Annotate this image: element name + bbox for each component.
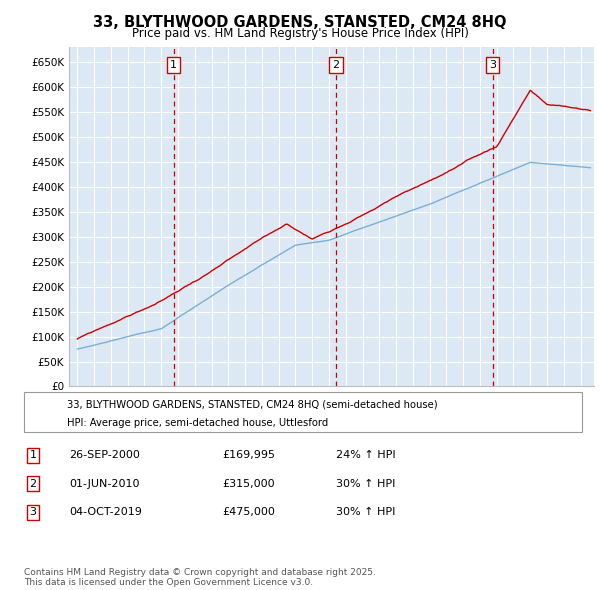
Text: HPI: Average price, semi-detached house, Uttlesford: HPI: Average price, semi-detached house,… (67, 418, 328, 428)
Text: Contains HM Land Registry data © Crown copyright and database right 2025.
This d: Contains HM Land Registry data © Crown c… (24, 568, 376, 587)
Text: 1: 1 (29, 451, 37, 460)
Text: 1: 1 (170, 60, 177, 70)
Text: 24% ↑ HPI: 24% ↑ HPI (336, 451, 395, 460)
Text: 30% ↑ HPI: 30% ↑ HPI (336, 479, 395, 489)
Text: £169,995: £169,995 (222, 451, 275, 460)
Text: 04-OCT-2019: 04-OCT-2019 (69, 507, 142, 517)
Text: 26-SEP-2000: 26-SEP-2000 (69, 451, 140, 460)
Text: 3: 3 (489, 60, 496, 70)
Text: 33, BLYTHWOOD GARDENS, STANSTED, CM24 8HQ (semi-detached house): 33, BLYTHWOOD GARDENS, STANSTED, CM24 8H… (67, 399, 438, 409)
Text: 2: 2 (332, 60, 340, 70)
Text: 3: 3 (29, 507, 37, 517)
Text: £315,000: £315,000 (222, 479, 275, 489)
Text: Price paid vs. HM Land Registry's House Price Index (HPI): Price paid vs. HM Land Registry's House … (131, 27, 469, 40)
Text: £475,000: £475,000 (222, 507, 275, 517)
Text: 30% ↑ HPI: 30% ↑ HPI (336, 507, 395, 517)
Text: 2: 2 (29, 479, 37, 489)
Text: 33, BLYTHWOOD GARDENS, STANSTED, CM24 8HQ: 33, BLYTHWOOD GARDENS, STANSTED, CM24 8H… (93, 15, 507, 30)
Text: 01-JUN-2010: 01-JUN-2010 (69, 479, 139, 489)
